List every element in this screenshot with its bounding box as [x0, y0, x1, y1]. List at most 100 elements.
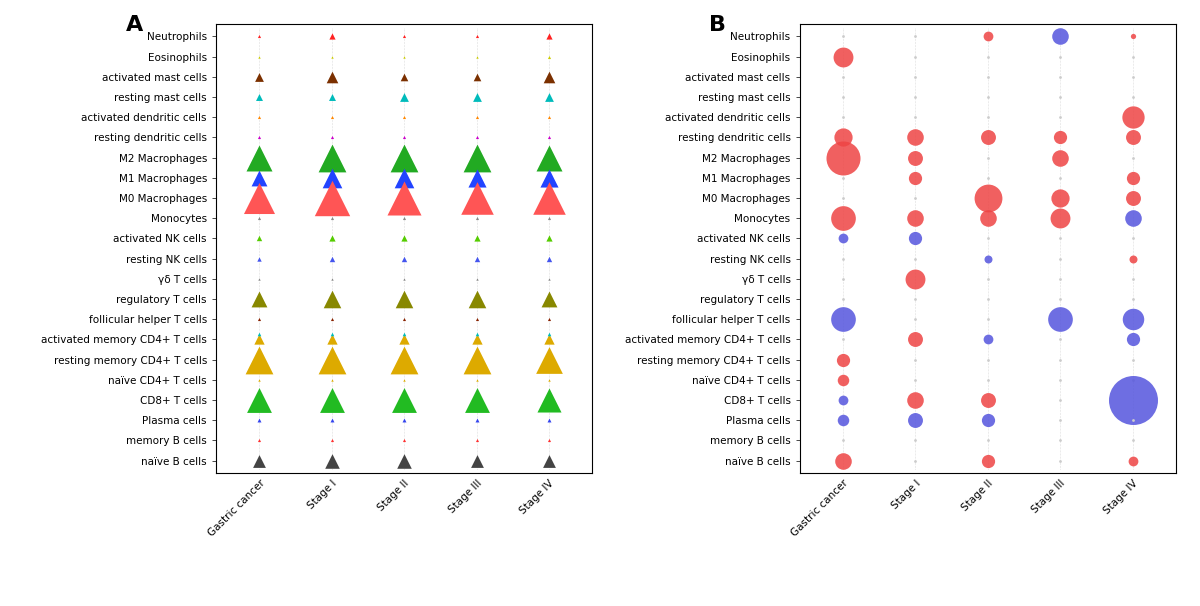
Point: [1123, 153, 1142, 162]
Point: [1123, 395, 1142, 405]
Point: [540, 335, 559, 344]
Point: [250, 92, 269, 102]
Point: [833, 294, 852, 304]
Point: [540, 254, 559, 264]
Point: [395, 153, 414, 162]
Point: [540, 233, 559, 243]
Point: [395, 335, 414, 344]
Point: [1050, 335, 1069, 344]
Point: [467, 415, 486, 425]
Point: [395, 112, 414, 122]
Point: [467, 173, 486, 182]
Point: [1123, 294, 1142, 304]
Point: [906, 436, 925, 445]
Point: [978, 395, 997, 405]
Text: Stage IV: Stage IV: [1102, 478, 1140, 516]
Point: [250, 294, 269, 304]
Point: [467, 193, 486, 203]
Point: [978, 335, 997, 344]
Point: [250, 173, 269, 182]
Text: Gastric cancer: Gastric cancer: [790, 478, 850, 538]
Point: [467, 330, 486, 339]
Point: [1050, 456, 1069, 465]
Point: [540, 274, 559, 284]
Point: [833, 274, 852, 284]
Point: [1050, 32, 1069, 41]
Point: [250, 254, 269, 264]
Point: [467, 335, 486, 344]
Point: [250, 375, 269, 385]
Point: [978, 375, 997, 385]
Point: [323, 274, 342, 284]
Point: [833, 92, 852, 102]
Point: [1123, 355, 1142, 364]
Point: [540, 294, 559, 304]
Point: [978, 436, 997, 445]
Point: [833, 335, 852, 344]
Point: [1123, 92, 1142, 102]
Point: [906, 193, 925, 203]
Point: [1050, 193, 1069, 203]
Point: [467, 375, 486, 385]
Point: [540, 133, 559, 142]
Text: Stage IV: Stage IV: [518, 478, 556, 516]
Point: [906, 395, 925, 405]
Point: [833, 254, 852, 264]
Point: [833, 52, 852, 61]
Point: [978, 456, 997, 465]
Point: [467, 254, 486, 264]
Point: [906, 294, 925, 304]
Point: [467, 52, 486, 61]
Point: [1050, 274, 1069, 284]
Point: [978, 213, 997, 223]
Point: [1050, 213, 1069, 223]
Point: [978, 92, 997, 102]
Point: [395, 92, 414, 102]
Text: Stage II: Stage II: [377, 478, 412, 513]
Point: [833, 415, 852, 425]
Point: [250, 32, 269, 41]
Point: [1050, 173, 1069, 182]
Point: [323, 315, 342, 324]
Point: [1123, 52, 1142, 61]
Point: [906, 415, 925, 425]
Text: B: B: [709, 15, 726, 35]
Point: [906, 173, 925, 182]
Point: [1050, 153, 1069, 162]
Point: [978, 415, 997, 425]
Point: [540, 193, 559, 203]
Point: [906, 335, 925, 344]
Point: [1123, 173, 1142, 182]
Point: [323, 193, 342, 203]
Point: [833, 193, 852, 203]
Point: [467, 213, 486, 223]
Point: [540, 415, 559, 425]
Point: [1050, 133, 1069, 142]
Point: [467, 274, 486, 284]
Point: [906, 153, 925, 162]
Point: [906, 254, 925, 264]
Point: [395, 213, 414, 223]
Point: [833, 153, 852, 162]
Point: [250, 133, 269, 142]
Point: [467, 294, 486, 304]
Point: [467, 395, 486, 405]
Point: [323, 375, 342, 385]
Point: [1050, 233, 1069, 243]
Point: [906, 315, 925, 324]
Point: [906, 456, 925, 465]
Point: [978, 52, 997, 61]
Point: [540, 330, 559, 339]
Point: [540, 112, 559, 122]
Point: [323, 254, 342, 264]
Point: [833, 72, 852, 82]
Point: [323, 92, 342, 102]
Point: [395, 52, 414, 61]
Point: [323, 32, 342, 41]
Point: [1050, 52, 1069, 61]
Text: Gastric cancer: Gastric cancer: [206, 478, 266, 538]
Point: [323, 112, 342, 122]
Point: [250, 193, 269, 203]
Point: [1123, 436, 1142, 445]
Point: [250, 436, 269, 445]
